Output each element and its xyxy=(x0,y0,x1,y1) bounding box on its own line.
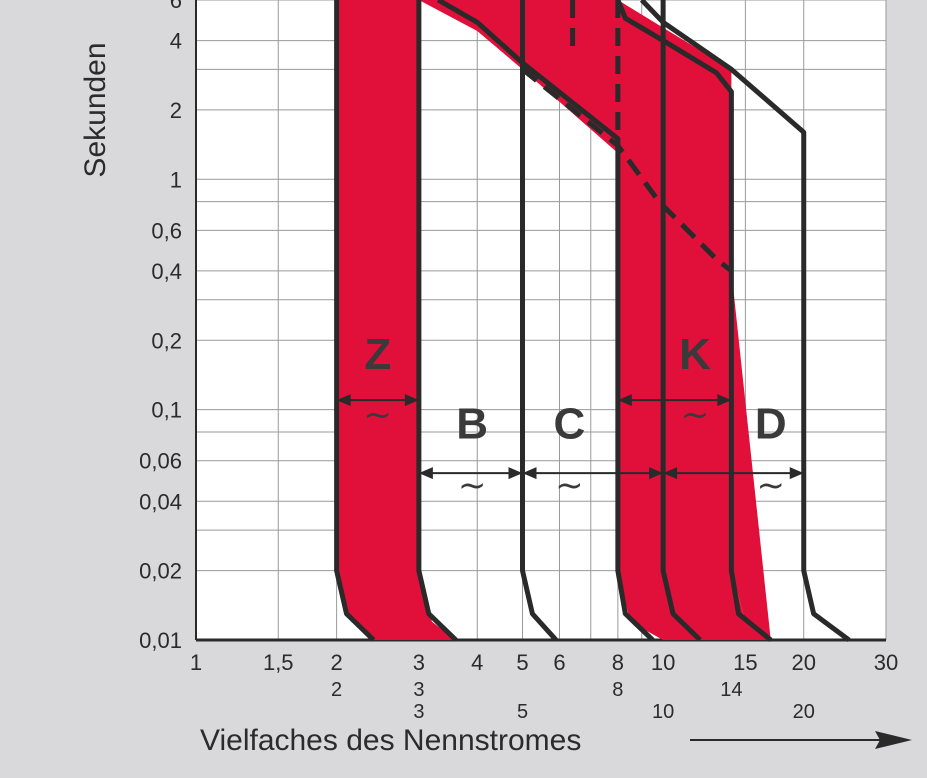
tilde-symbol: ~ xyxy=(681,395,710,435)
x-sublabel: 3 xyxy=(413,679,424,701)
x-sublabel: 20 xyxy=(793,701,815,723)
x-sublabel: 2 xyxy=(331,679,342,701)
c-arrow-head-left xyxy=(522,467,537,480)
c-arrow-head-right xyxy=(649,467,664,480)
tilde-symbol: ~ xyxy=(458,465,487,505)
k-right-curve xyxy=(615,0,773,642)
z-band xyxy=(336,0,456,640)
x-tick-label: 1 xyxy=(190,650,202,675)
z-arrow-head-right xyxy=(404,394,419,407)
y-tick-label: 0,6 xyxy=(151,218,182,243)
range-arrows xyxy=(336,394,804,480)
b-arrow-head-right xyxy=(508,467,523,480)
d-arrow-head-left xyxy=(663,467,678,480)
plot-area xyxy=(196,0,886,640)
x-tick-label: 3 xyxy=(413,650,425,675)
y-tick-label: 0,02 xyxy=(139,559,182,584)
b-arrow-head-left xyxy=(418,467,433,480)
y-tick-label: 0,06 xyxy=(139,449,182,474)
y-tick-label: 1 xyxy=(170,167,182,192)
y-tick-label: 4 xyxy=(170,29,182,54)
y-tick-label: 0,1 xyxy=(151,398,182,423)
x-axis-title: Vielfaches des Nennstromes xyxy=(200,724,581,757)
axis-tick-labels: 1 1,5 2 3 4 5 6 8 10 15 20 302 3 8 143 5 10 200,010,020,0… xyxy=(139,0,898,723)
x-tick-label: 20 xyxy=(792,650,816,675)
tilde-symbol: ~ xyxy=(364,395,393,435)
y-tick-label: 6 xyxy=(170,0,182,13)
y-axis-title: Sekunden xyxy=(79,42,112,177)
d-arrow-head-right xyxy=(789,467,804,480)
x-sublabel: 3 xyxy=(413,701,424,723)
x-tick-label: 30 xyxy=(874,650,898,675)
y-tick-label: 2 xyxy=(170,98,182,123)
characteristic-curves xyxy=(334,0,851,643)
x-tick-label: 10 xyxy=(651,650,675,675)
x-tick-label: 15 xyxy=(733,650,757,675)
k-arrow-head-right xyxy=(717,394,732,407)
y-tick-label: 0,2 xyxy=(151,328,182,353)
k-arrow-head-left xyxy=(617,394,632,407)
y-tick-label: 0,4 xyxy=(151,259,182,284)
curve-label-c: C xyxy=(554,399,586,448)
x-sublabel: 5 xyxy=(517,701,528,723)
x-tick-label: 1,5 xyxy=(263,650,294,675)
curve-label-d: D xyxy=(755,399,787,448)
curve-label-z: Z xyxy=(364,330,391,379)
x-sublabel: 14 xyxy=(720,679,742,701)
curve-label-b: B xyxy=(456,399,488,448)
tilde-symbol: ~ xyxy=(757,465,786,505)
k-left-curve xyxy=(660,0,702,642)
x-sublabel: 8 xyxy=(612,679,623,701)
x-tick-label: 4 xyxy=(471,650,483,675)
tilde-symbol: ~ xyxy=(555,465,584,505)
x-tick-label: 5 xyxy=(516,650,528,675)
curve-labels: Z B C KD ~ ~ ~ ~ ~ xyxy=(364,330,787,505)
direction-arrow-head xyxy=(875,731,912,749)
z-left-curve xyxy=(334,0,376,642)
x-sublabel: 10 xyxy=(652,701,674,723)
c-right-curve xyxy=(436,0,655,642)
y-tick-label: 0,04 xyxy=(139,489,182,514)
b-right-curve xyxy=(520,0,558,642)
x-tick-label: 8 xyxy=(612,650,624,675)
z-right-curve xyxy=(416,0,458,642)
curve-bands xyxy=(336,0,771,640)
k-band xyxy=(617,0,771,640)
z-arrow-head-left xyxy=(336,394,351,407)
x-tick-label: 2 xyxy=(330,650,342,675)
curve-label-k: K xyxy=(679,330,711,379)
x-tick-label: 6 xyxy=(553,650,565,675)
y-tick-label: 0,01 xyxy=(139,628,182,653)
